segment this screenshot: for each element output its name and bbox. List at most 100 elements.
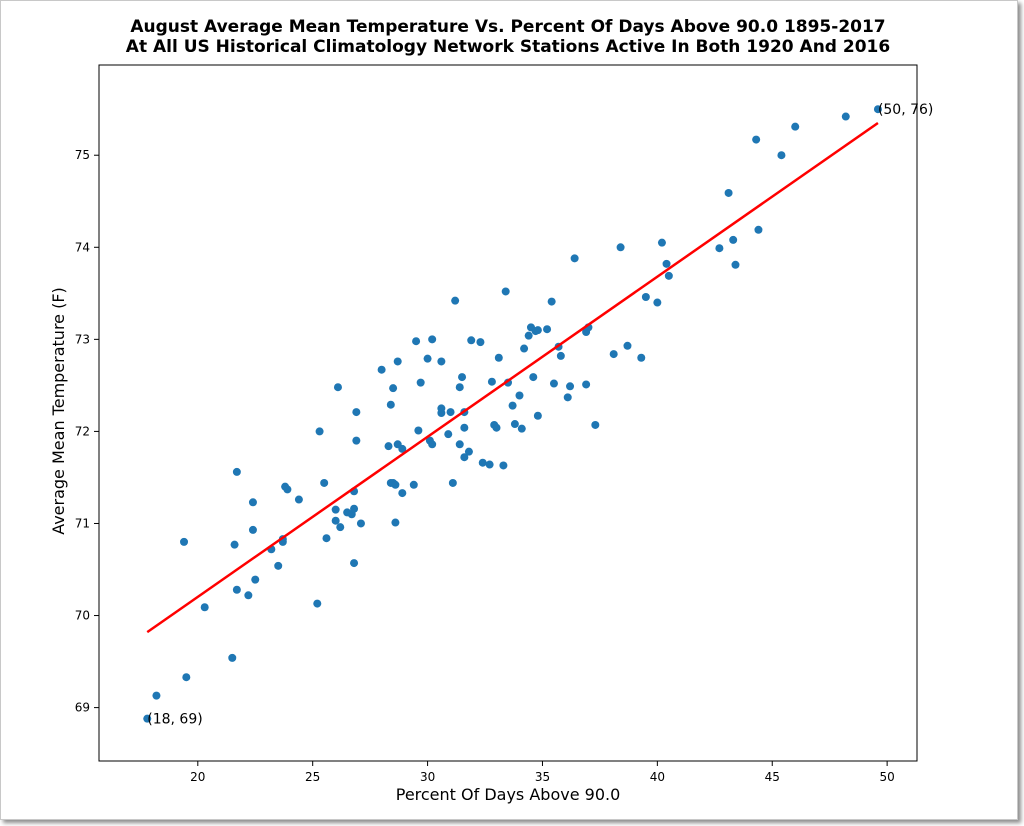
- x-tick-label: 35: [535, 770, 550, 784]
- data-point: [657, 238, 666, 247]
- data-point: [398, 489, 407, 498]
- data-point: [244, 591, 253, 600]
- data-points: [143, 105, 882, 723]
- data-point: [460, 423, 469, 432]
- data-point: [152, 691, 161, 700]
- trendline-layer: [146, 121, 879, 634]
- data-point: [294, 495, 303, 504]
- data-point: [664, 271, 673, 280]
- data-point: [393, 357, 402, 366]
- data-point: [232, 585, 241, 594]
- data-point: [391, 518, 400, 527]
- data-point: [455, 383, 464, 392]
- data-point: [752, 135, 761, 144]
- data-point: [543, 325, 552, 334]
- data-point: [444, 430, 453, 439]
- data-point: [336, 523, 345, 532]
- data-point: [777, 151, 786, 160]
- data-point: [570, 254, 579, 263]
- x-axis-label: Percent Of Days Above 90.0: [396, 785, 621, 804]
- data-point: [384, 442, 393, 451]
- data-point: [533, 326, 542, 335]
- data-point: [549, 379, 558, 388]
- data-point: [556, 351, 565, 360]
- data-point: [467, 336, 476, 345]
- data-point: [437, 409, 446, 417]
- data-point: [458, 373, 467, 382]
- y-tick-label: 71: [75, 516, 90, 530]
- data-point: [350, 504, 359, 513]
- data-point: [356, 519, 365, 528]
- data-point: [446, 408, 455, 417]
- data-point: [609, 350, 618, 359]
- data-point: [274, 561, 283, 570]
- data-point: [517, 424, 526, 433]
- data-point: [455, 440, 464, 449]
- data-point: [251, 575, 260, 584]
- data-point: [414, 426, 423, 435]
- data-point: [313, 599, 322, 608]
- data-point: [729, 235, 738, 244]
- x-tick-label: 50: [879, 770, 894, 784]
- data-point: [248, 525, 257, 534]
- y-tick-label: 70: [75, 609, 90, 623]
- data-point: [143, 714, 152, 723]
- data-point: [641, 293, 650, 301]
- data-point: [228, 653, 237, 662]
- data-point: [478, 458, 487, 467]
- data-point: [510, 420, 519, 429]
- data-point: [428, 335, 437, 344]
- data-point: [182, 673, 191, 682]
- data-point: [320, 478, 329, 487]
- y-tick-label: 69: [75, 701, 90, 715]
- data-point: [724, 188, 733, 197]
- data-point: [524, 331, 533, 340]
- x-axis: 20 25 30 35 40 45 50: [190, 761, 895, 784]
- data-point: [331, 505, 340, 514]
- data-point: [520, 344, 529, 353]
- data-point: [499, 461, 508, 470]
- point-annotation: (18, 69): [147, 712, 202, 728]
- data-point: [485, 460, 494, 469]
- data-point: [200, 603, 209, 612]
- data-point: [515, 391, 524, 400]
- x-tick-label: 25: [305, 770, 320, 784]
- data-point: [248, 498, 257, 507]
- data-point: [398, 444, 407, 453]
- data-point: [487, 377, 496, 386]
- data-point: [322, 534, 331, 543]
- data-point: [331, 516, 340, 525]
- x-tick-label: 40: [650, 770, 665, 784]
- x-tick-label: 20: [190, 770, 205, 784]
- data-point: [841, 112, 850, 121]
- data-point: [563, 393, 572, 402]
- data-point: [409, 480, 418, 489]
- data-point: [582, 380, 591, 389]
- data-point: [476, 338, 485, 347]
- data-point: [230, 540, 239, 549]
- annotations: (18, 69) (50, 76): [147, 102, 933, 727]
- data-point: [283, 485, 292, 494]
- data-point: [448, 478, 457, 487]
- data-point: [333, 383, 342, 392]
- data-point: [791, 122, 800, 131]
- data-point: [591, 420, 600, 429]
- chart-subtitle: At All US Historical Climatology Network…: [126, 37, 890, 57]
- data-point: [533, 411, 542, 420]
- data-point: [315, 427, 324, 436]
- data-point: [547, 297, 556, 306]
- data-point: [494, 353, 503, 362]
- data-point: [501, 287, 510, 296]
- data-point: [529, 373, 538, 382]
- data-point: [350, 559, 359, 568]
- x-tick-label: 45: [765, 770, 780, 784]
- y-tick-label: 74: [75, 240, 90, 254]
- data-point: [460, 453, 469, 462]
- data-point: [637, 353, 646, 362]
- data-point: [437, 357, 446, 366]
- x-tick-label: 30: [420, 770, 435, 784]
- data-point: [451, 296, 460, 305]
- data-point: [464, 447, 473, 456]
- trendline: [146, 121, 879, 634]
